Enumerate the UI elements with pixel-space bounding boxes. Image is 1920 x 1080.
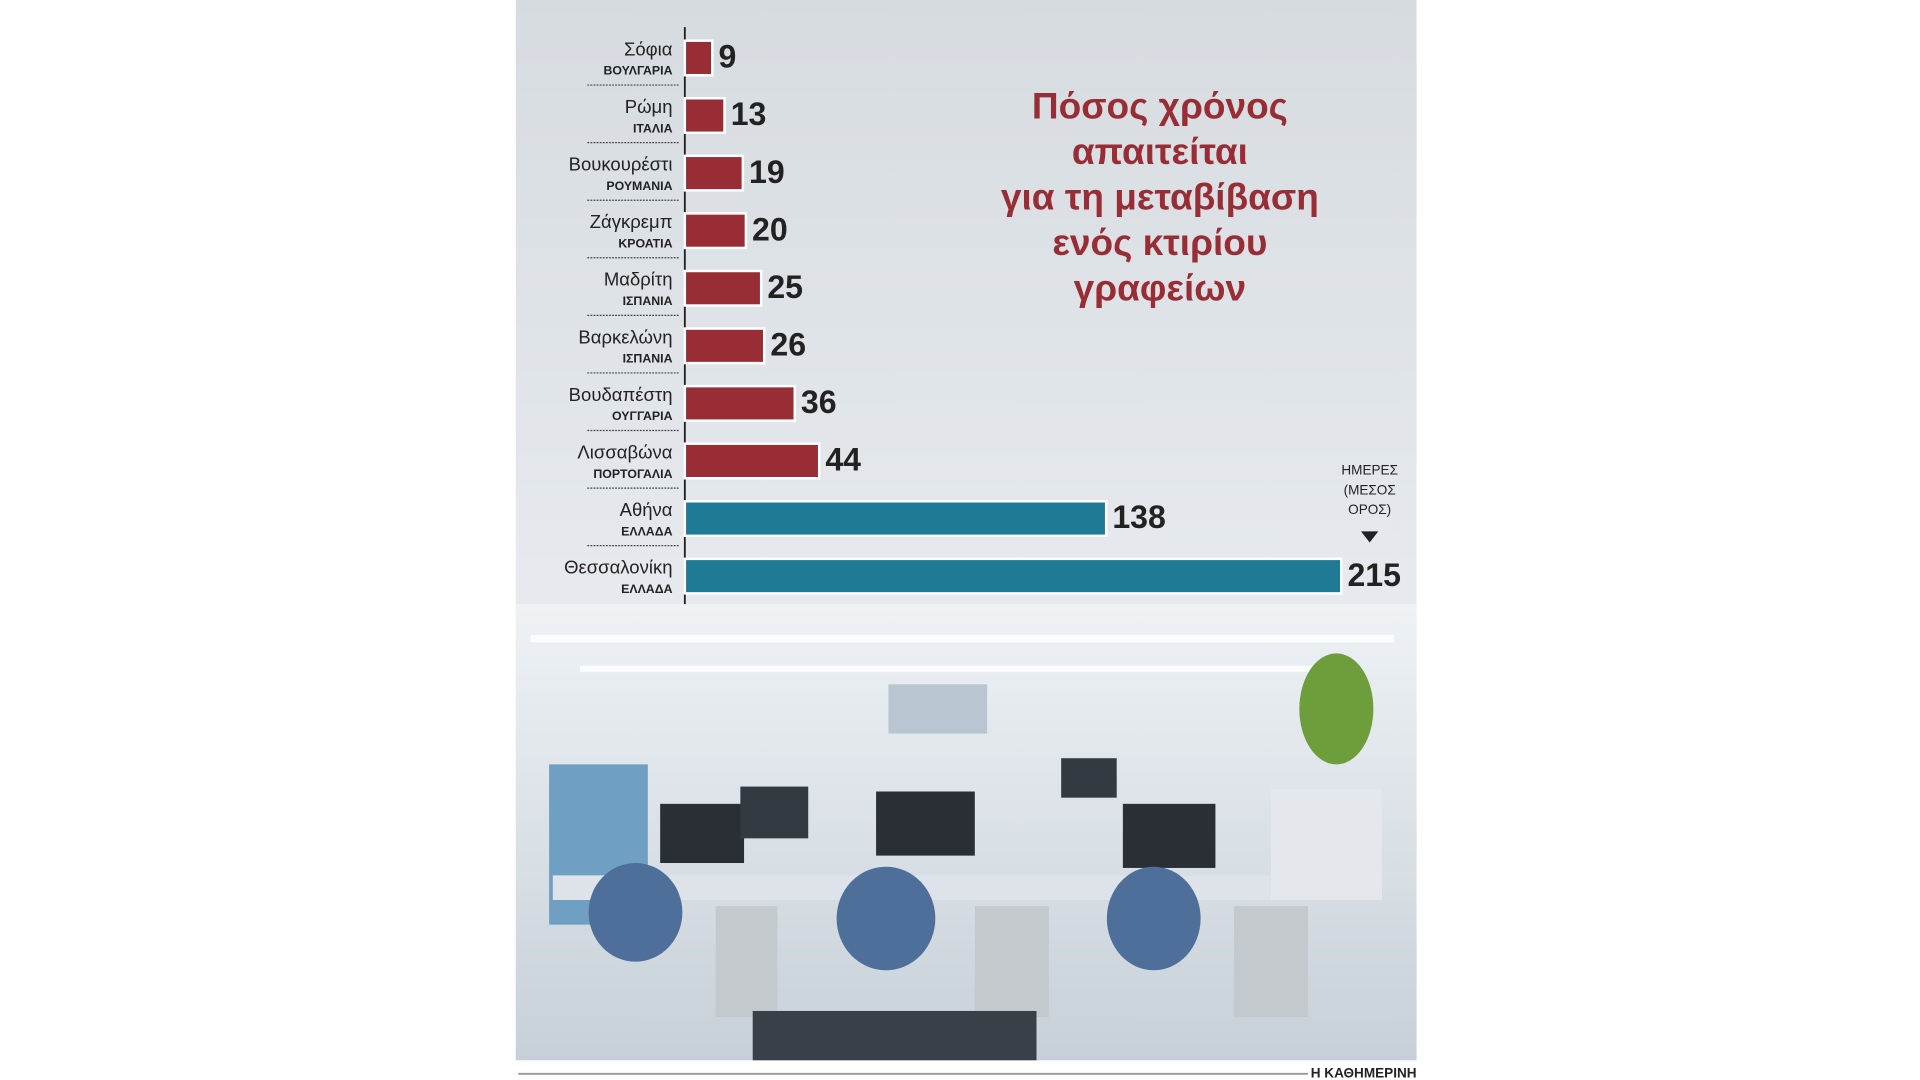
category-label: Λισσαβώνα <box>577 441 672 462</box>
unit-label: ΗΜΕΡΕΣ <box>1341 463 1398 478</box>
bar <box>683 154 745 192</box>
unit-label: (ΜΕΣΟΣ <box>1344 482 1396 497</box>
value-label: 138 <box>1112 499 1166 535</box>
chart-title: απαιτείται <box>1072 131 1248 172</box>
value-label: 26 <box>770 327 806 363</box>
chart-title: ενός κτιρίου <box>1052 222 1267 263</box>
category-label: Βουκουρέστι <box>569 154 673 175</box>
subcategory-label: ΕΛΛΑΔΑ <box>621 524 672 538</box>
office-photo <box>515 604 1417 1061</box>
bar <box>683 212 748 250</box>
value-label: 215 <box>1347 557 1401 593</box>
bar <box>683 97 726 135</box>
unit-label: ΟΡΟΣ) <box>1348 502 1391 517</box>
category-label: Σόφια <box>624 38 673 59</box>
category-label: Αθήνα <box>620 499 673 520</box>
subcategory-label: ΙΤΑΛΙΑ <box>633 121 673 135</box>
value-label: 20 <box>752 211 788 247</box>
subcategory-label: ΡΟΥΜΑΝΙΑ <box>606 179 672 193</box>
subcategory-label: ΕΛΛΑΔΑ <box>621 582 672 596</box>
unit-arrow <box>1361 531 1379 543</box>
value-label: 36 <box>801 384 837 420</box>
subcategory-label: ΠΟΡΤΟΓΑΛΙΑ <box>593 467 672 481</box>
bar <box>683 39 714 77</box>
chart-title: γραφείων <box>1074 268 1246 309</box>
category-label: Ρώμη <box>625 96 673 117</box>
chart-title: Πόσος χρόνος <box>1032 85 1288 126</box>
value-label: 44 <box>825 442 861 478</box>
category-label: Βαρκελώνη <box>578 326 672 347</box>
source: Η ΚΑΘΗΜΕΡΙΝΗ <box>1311 1065 1417 1080</box>
value-label: 25 <box>767 269 803 305</box>
bar <box>683 269 763 307</box>
subcategory-label: ΒΟΥΛΓΑΡΙΑ <box>603 64 672 78</box>
value-label: 13 <box>731 96 767 132</box>
subcategory-label: ΚΡΟΑΤΙΑ <box>618 236 672 250</box>
subcategory-label: ΙΣΠΑΝΙΑ <box>623 352 673 366</box>
category-label: Ζάγκρεμπ <box>590 211 673 232</box>
bar <box>683 327 766 365</box>
category-label: Μαδρίτη <box>604 269 673 290</box>
chart-title: για τη μεταβίβαση <box>1001 177 1319 218</box>
bar <box>683 442 821 480</box>
value-label: 19 <box>749 154 785 190</box>
category-label: Θεσσαλονίκη <box>564 557 672 578</box>
bar <box>683 384 796 422</box>
bar <box>683 557 1343 595</box>
category-label: Βουδαπέστη <box>569 384 673 405</box>
subcategory-label: ΙΣΠΑΝΙΑ <box>623 294 673 308</box>
subcategory-label: ΟΥΓΓΑΡΙΑ <box>612 409 673 423</box>
bar <box>683 500 1108 538</box>
value-label: 9 <box>718 39 736 75</box>
